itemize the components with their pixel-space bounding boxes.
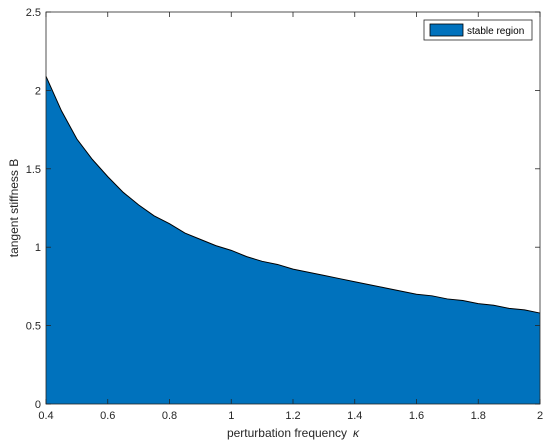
legend-swatch [429,23,464,37]
y-tick-label: 2 [35,85,41,97]
y-axis-label: tangent stiffness B [7,159,21,258]
x-tick-label: 1.4 [347,410,362,422]
x-axis-label-symbol: κ [353,426,360,440]
x-tick-label: 1.6 [409,410,424,422]
stable-region-boundary-line [45,76,541,314]
y-tick-label: 0 [35,399,41,411]
x-axis-label: perturbation frequency κ [227,426,360,440]
x-tick-label: 0.6 [100,410,115,422]
y-tick-label: 1 [35,242,41,254]
y-tick-label: 1.5 [26,164,41,176]
legend-label: stable region [467,26,524,37]
x-tick-label: 0.4 [38,410,53,422]
y-tick-label: 2.5 [26,7,41,19]
y-axis: 0 0.5 1 1.5 2 2.5 [26,7,540,411]
x-tick-label: 0.8 [162,410,177,422]
x-axis: 0.4 0.6 0.8 1 1.2 1.4 1.6 1.8 2 [38,12,543,422]
legend: stable region [423,19,533,41]
x-tick-label: 2 [537,410,543,422]
x-tick-label: 1 [228,410,234,422]
x-axis-label-text: perturbation frequency [227,426,347,440]
stable-region-area [46,76,540,404]
y-tick-label: 0.5 [26,321,41,333]
x-tick-label: 1.8 [471,410,486,422]
x-tick-label: 1.2 [285,410,300,422]
